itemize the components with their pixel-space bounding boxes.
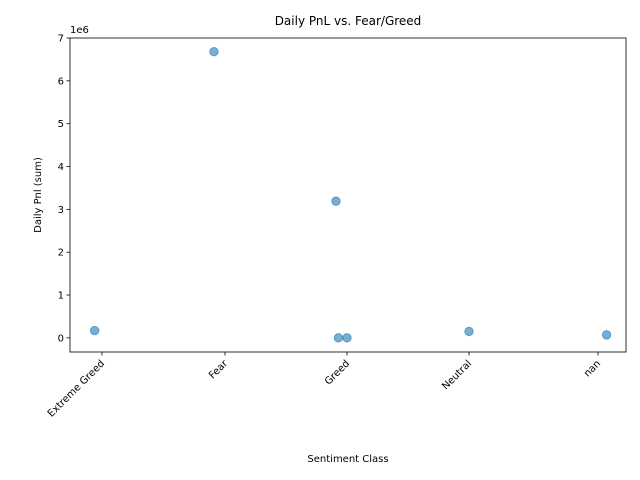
data-point xyxy=(209,47,219,57)
data-point xyxy=(342,333,352,343)
data-point xyxy=(601,330,612,340)
y-tick-label: 2 xyxy=(58,248,64,259)
y-tick-label: 1 xyxy=(58,291,64,302)
y-axis-label: Daily Pnl (sum) xyxy=(33,157,44,233)
chart-title: Daily PnL vs. Fear/Greed xyxy=(275,14,422,28)
ticks-layer: 0 1 2 3 4 5 6 7 Extreme Greed Fear Greed Neutral nan xyxy=(46,34,603,420)
x-tick-label: nan xyxy=(582,358,603,379)
data-point xyxy=(333,333,344,343)
y-tick-label: 0 xyxy=(58,333,64,344)
y-tick-label: 3 xyxy=(58,205,64,216)
points-layer xyxy=(89,47,612,343)
y-tick-label: 7 xyxy=(58,34,64,45)
plot-frame xyxy=(69,37,627,353)
data-point xyxy=(331,196,341,206)
y-tick-label: 6 xyxy=(58,76,64,87)
x-tick-label: Fear xyxy=(207,358,231,382)
x-axis-label: Sentiment Class xyxy=(307,454,388,465)
y-tick-label: 5 xyxy=(58,119,64,130)
y-scale-label: 1e6 xyxy=(70,25,89,36)
x-tick-label: Greed xyxy=(323,358,352,387)
y-tick-label: 4 xyxy=(58,162,64,173)
x-tick-label: Neutral xyxy=(440,358,474,392)
data-point xyxy=(89,325,100,336)
data-point xyxy=(464,326,474,337)
x-tick-label: Extreme Greed xyxy=(46,358,107,419)
